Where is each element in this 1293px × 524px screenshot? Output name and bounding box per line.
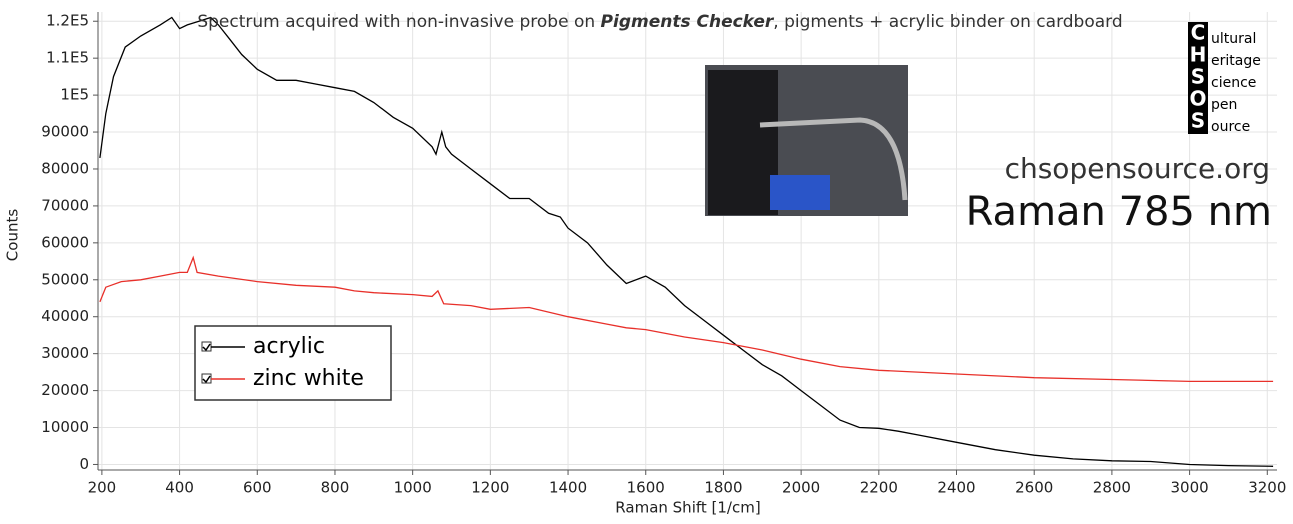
y-tick-label: 70000 <box>41 196 89 214</box>
x-tick-label: 1600 <box>627 479 665 497</box>
title-emphasis: Pigments Checker <box>601 12 775 32</box>
x-tick-label: 3000 <box>1171 479 1209 497</box>
x-tick-label: 1800 <box>704 479 742 497</box>
x-tick-label: 1400 <box>549 479 587 497</box>
y-tick-label: 60000 <box>41 233 89 251</box>
photo-stage <box>770 175 830 210</box>
y-tick-label: 1.2E5 <box>46 12 89 30</box>
x-tick-label: 2000 <box>782 479 820 497</box>
y-tick-label: 50000 <box>41 270 89 288</box>
x-tick-label: 2800 <box>1093 479 1131 497</box>
series-line <box>99 16 1274 467</box>
lines <box>99 16 1274 467</box>
logo-initial: H <box>1190 43 1207 67</box>
y-tick-label: 10000 <box>41 418 89 436</box>
y-tick-label: 20000 <box>41 381 89 399</box>
legend-label: acrylic <box>253 334 325 359</box>
logo-word: pen <box>1211 97 1237 113</box>
legend-label: zinc white <box>253 366 364 391</box>
x-tick-label: 2200 <box>860 479 898 497</box>
series-line <box>99 255 1274 383</box>
logo-word: eritage <box>1211 53 1261 69</box>
chart-title: Spectrum acquired with non-invasive prob… <box>197 12 1122 32</box>
logo-initial: S <box>1191 109 1205 133</box>
logo-word: cience <box>1211 75 1256 91</box>
grid: 0 10000 20000 30000 40000 50000 60000 70000 8000… <box>41 12 1286 497</box>
y-tick-label: 30000 <box>41 344 89 362</box>
subtitle: Raman 785 nm <box>966 189 1272 235</box>
photo-chart <box>708 70 778 215</box>
logo-bar <box>1188 22 1208 134</box>
legend-check <box>202 343 211 352</box>
y-tick-label: 1.1E5 <box>46 49 89 67</box>
logo-word: ultural <box>1211 31 1256 47</box>
legend-box <box>194 325 392 401</box>
title-part: Spectrum acquired with non-invasive prob… <box>197 12 600 32</box>
y-axis-label: Counts <box>4 209 22 262</box>
x-tick-label: 2600 <box>1015 479 1053 497</box>
logo-initial: C <box>1191 21 1206 45</box>
x-tick-label: 800 <box>321 479 350 497</box>
logo-initial: S <box>1191 65 1205 89</box>
y-tick-label: 1E5 <box>60 86 89 104</box>
legend: acrylic zinc white <box>194 325 392 401</box>
x-tick-label: 600 <box>243 479 272 497</box>
x-tick-label: 1200 <box>471 479 509 497</box>
y-tick-label: 40000 <box>41 307 89 325</box>
legend-check <box>202 375 211 384</box>
logo-word: ource <box>1211 119 1250 135</box>
x-axis-label: Raman Shift [1/cm] <box>615 499 760 517</box>
x-tick-label: 400 <box>165 479 194 497</box>
x-tick-label: 2400 <box>937 479 975 497</box>
y-tick-label: 80000 <box>41 159 89 177</box>
y-tick-label: 0 <box>79 455 89 473</box>
website: chsopensource.org <box>1005 152 1270 185</box>
title-part: , pigments + acrylic binder on cardboard <box>773 12 1122 32</box>
y-tick-label: 90000 <box>41 123 89 141</box>
x-tick-label: 200 <box>88 479 117 497</box>
x-tick-label: 1000 <box>394 479 432 497</box>
x-tick-label: 3200 <box>1248 479 1286 497</box>
photo-probe <box>759 117 908 201</box>
logo-initial: O <box>1189 87 1206 111</box>
